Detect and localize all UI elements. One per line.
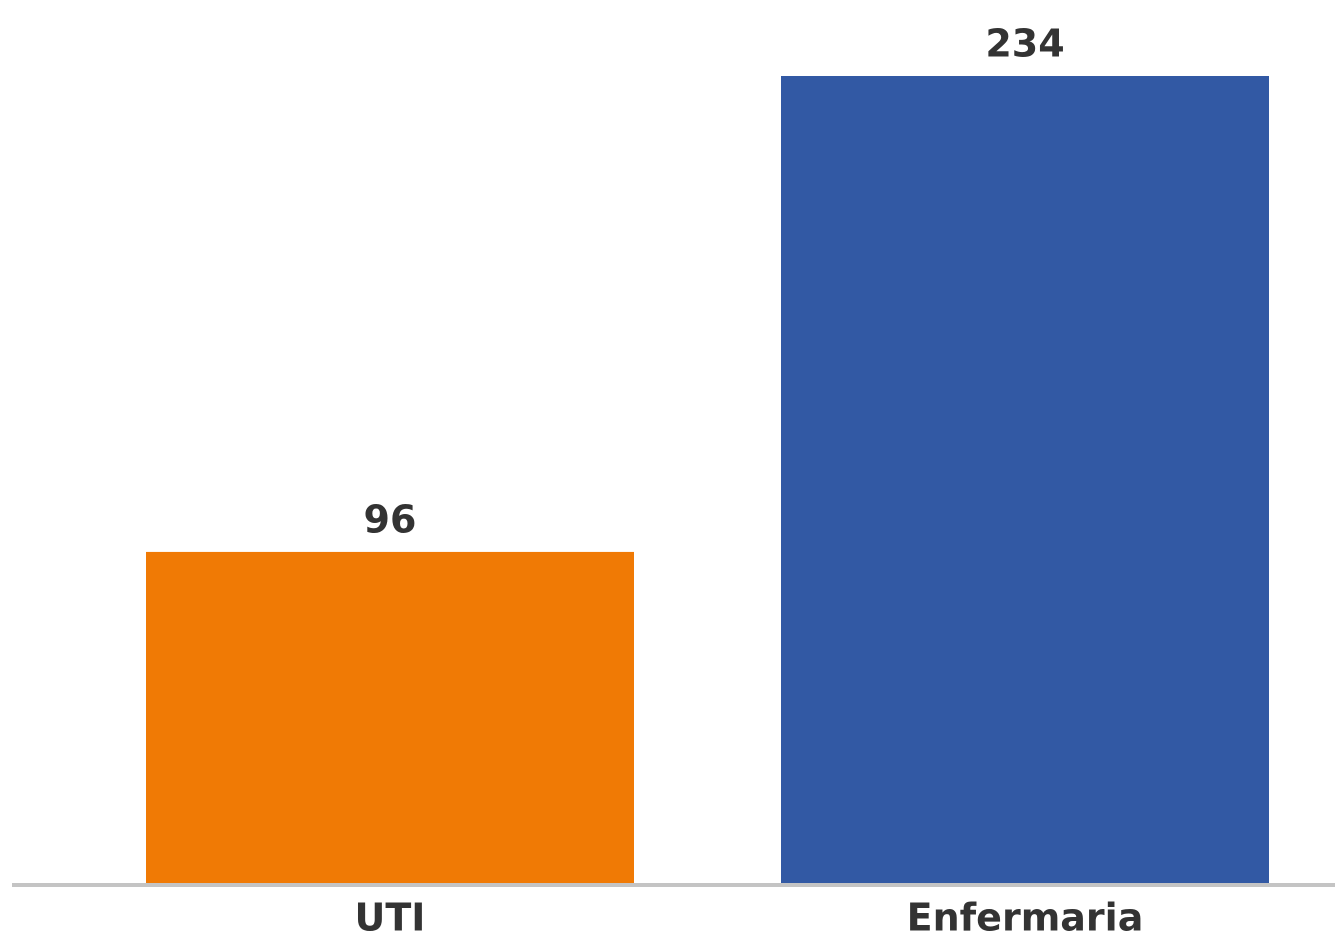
bar (781, 76, 1269, 883)
value-label: 234 (985, 22, 1064, 66)
x-tick-label: Enfermaria (907, 896, 1144, 936)
value-label: 96 (364, 497, 417, 541)
x-tick-label: UTI (355, 896, 426, 936)
bar (146, 551, 634, 883)
